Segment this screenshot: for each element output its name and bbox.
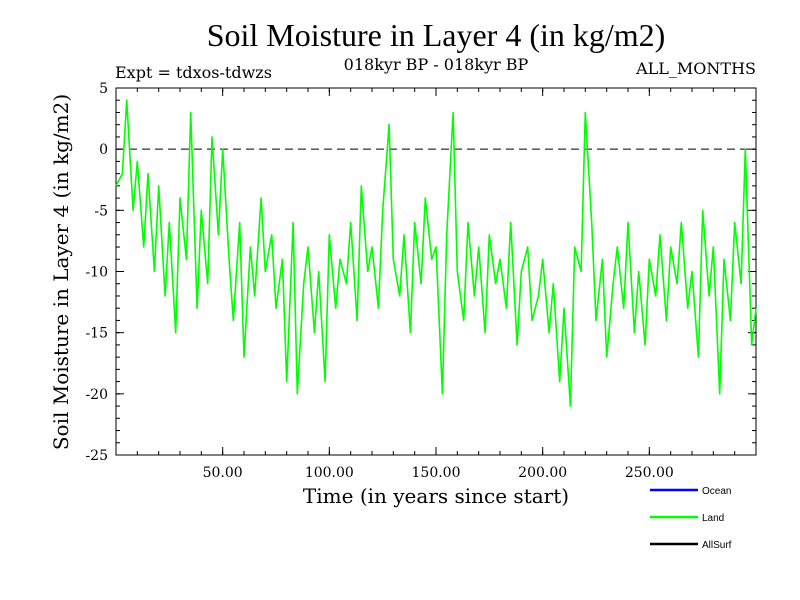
period-label: 018kyr BP - 018kyr BP — [344, 55, 529, 74]
y-tick-label: -10 — [85, 265, 108, 281]
months-label: ALL_MONTHS — [635, 59, 756, 78]
y-tick-label: -20 — [85, 387, 108, 403]
x-tick-label: 250.00 — [625, 465, 674, 481]
legend-label-land: Land — [702, 513, 724, 524]
x-tick-label: 50.00 — [203, 465, 243, 481]
series-line-land — [115, 99, 757, 407]
x-tick-label: 150.00 — [412, 465, 461, 481]
x-tick-label: 100.00 — [305, 465, 354, 481]
plot-area: 5 0 -5 -10 -15 -20 -25 50.00 100.00 150.00 200.00 2… — [85, 81, 757, 481]
y-tick-label: -25 — [85, 448, 108, 464]
x-tick-label: 200.00 — [518, 465, 567, 481]
chart-title: Soil Moisture in Layer 4 (in kg/m2) — [207, 17, 666, 53]
y-tick-label: 5 — [99, 81, 108, 97]
experiment-label: Expt = tdxos-tdwzs — [115, 63, 272, 82]
y-tick-label: 0 — [99, 142, 108, 158]
y-tick-label: -5 — [94, 203, 108, 219]
y-tick-label: -15 — [85, 326, 108, 342]
x-axis-label: Time (in years since start) — [303, 484, 569, 508]
y-axis-label: Soil Moisture in Layer 4 (in kg/m2) — [49, 94, 73, 450]
legend: Ocean Land AllSurf — [650, 486, 732, 551]
legend-label-allsurf: AllSurf — [702, 540, 732, 551]
legend-label-ocean: Ocean — [702, 486, 731, 497]
